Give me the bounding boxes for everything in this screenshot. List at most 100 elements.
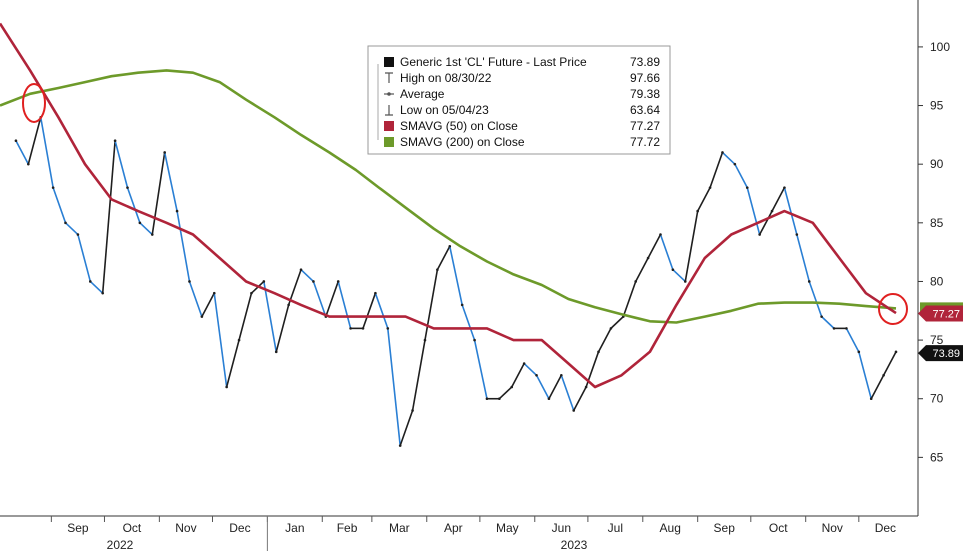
x-tick-label: Oct xyxy=(123,521,142,535)
price-segment xyxy=(163,152,178,212)
legend-label: High on 08/30/22 xyxy=(400,71,492,85)
price-segment xyxy=(882,351,897,376)
y-tick-label: 75 xyxy=(930,333,944,347)
x-tick-label: Jun xyxy=(552,521,571,535)
price-point xyxy=(113,139,117,143)
price-segment xyxy=(424,269,439,341)
price-segment xyxy=(771,187,786,212)
price-segment xyxy=(201,292,215,318)
price-segment xyxy=(858,351,872,399)
price-segment xyxy=(783,187,798,235)
year-label-2022: 2022 xyxy=(107,538,134,551)
x-tick-label: Mar xyxy=(389,521,410,535)
price-segment xyxy=(523,362,538,376)
price-point xyxy=(163,151,166,154)
legend-value: 97.66 xyxy=(630,71,660,85)
price-point xyxy=(770,209,774,213)
price-point xyxy=(820,315,823,318)
legend-value: 63.64 xyxy=(630,103,660,117)
sma200-line xyxy=(0,69,897,324)
price-segment xyxy=(312,281,327,317)
price-segment xyxy=(411,339,426,411)
legend-label: Average xyxy=(400,87,445,101)
price-segment xyxy=(213,293,228,388)
y-tick-label: 95 xyxy=(930,99,944,113)
crossover-marker-left xyxy=(22,83,46,123)
price-point xyxy=(671,268,675,272)
legend-value: 73.89 xyxy=(630,55,660,69)
price-segment xyxy=(548,374,563,400)
price-point xyxy=(312,280,315,283)
price-point xyxy=(76,233,80,236)
sma50-badge-value: 77.27 xyxy=(932,308,960,320)
price-segment xyxy=(101,140,116,294)
price-segment xyxy=(672,269,686,283)
price-point xyxy=(225,385,228,389)
y-tick-label: 90 xyxy=(930,157,944,171)
x-tick-label: Dec xyxy=(229,521,250,535)
x-tick-label: Dec xyxy=(875,521,896,535)
price-point xyxy=(745,186,749,189)
x-tick-label: Jul xyxy=(608,521,623,535)
price-point xyxy=(175,209,179,213)
x-tick-label: Sep xyxy=(67,521,89,535)
price-segment xyxy=(436,245,451,271)
price-point xyxy=(560,373,563,377)
price-point xyxy=(250,291,253,295)
plot-area xyxy=(0,22,898,447)
price-point xyxy=(237,338,241,342)
price-point xyxy=(27,162,30,166)
price-point xyxy=(64,221,67,225)
price-point xyxy=(398,444,402,447)
legend: Generic 1st 'CL' Future - Last Price 73.8… xyxy=(367,45,671,155)
highlight-markers xyxy=(22,83,908,325)
legend-value: 79.38 xyxy=(630,87,660,101)
price-badge xyxy=(918,345,963,362)
x-tick-label: Feb xyxy=(337,521,358,535)
x-tick-label: Oct xyxy=(769,521,788,535)
price-segment xyxy=(734,163,748,189)
price-point xyxy=(473,338,476,342)
legend-label: SMAVG (200) on Close xyxy=(400,135,525,149)
price-segment xyxy=(300,269,314,283)
price-segment xyxy=(39,117,54,188)
price-segment xyxy=(696,187,711,212)
high-marker-icon xyxy=(385,72,393,83)
x-tick-label: Aug xyxy=(660,521,681,535)
price-segment xyxy=(473,339,488,399)
price-segment xyxy=(659,234,674,270)
price-segment xyxy=(634,257,649,282)
price-segment xyxy=(758,210,773,235)
price-segment xyxy=(225,339,240,388)
price-point xyxy=(212,291,216,295)
price-segment xyxy=(870,374,885,400)
price-point xyxy=(522,362,526,365)
price-segment xyxy=(275,304,290,353)
price-point xyxy=(646,256,650,260)
price-point xyxy=(807,280,811,283)
crossover-marker-right xyxy=(878,293,908,325)
legend-sma50-swatch-icon xyxy=(384,121,394,131)
price-point xyxy=(510,385,514,389)
price-segment xyxy=(746,187,761,235)
price-segment xyxy=(188,281,203,317)
price-segment xyxy=(362,292,377,329)
year-label-2023: 2023 xyxy=(561,538,588,551)
price-point xyxy=(882,373,885,377)
price-point xyxy=(696,209,699,213)
price-segment xyxy=(461,304,476,341)
price-point xyxy=(733,162,737,166)
y-tick-label: 65 xyxy=(930,450,944,464)
legend-sma200-swatch-icon xyxy=(384,137,394,147)
price-segment xyxy=(27,117,42,165)
price-point xyxy=(89,280,92,283)
price-segment xyxy=(325,281,339,317)
legend-label: SMAVG (50) on Close xyxy=(400,119,518,133)
price-point xyxy=(721,151,724,154)
price-point xyxy=(188,280,191,283)
price-point xyxy=(609,327,613,330)
price-point xyxy=(758,233,761,236)
last-value-badges: 77.27 73.89 xyxy=(918,302,963,362)
price-point xyxy=(336,280,340,283)
price-point xyxy=(572,409,576,412)
